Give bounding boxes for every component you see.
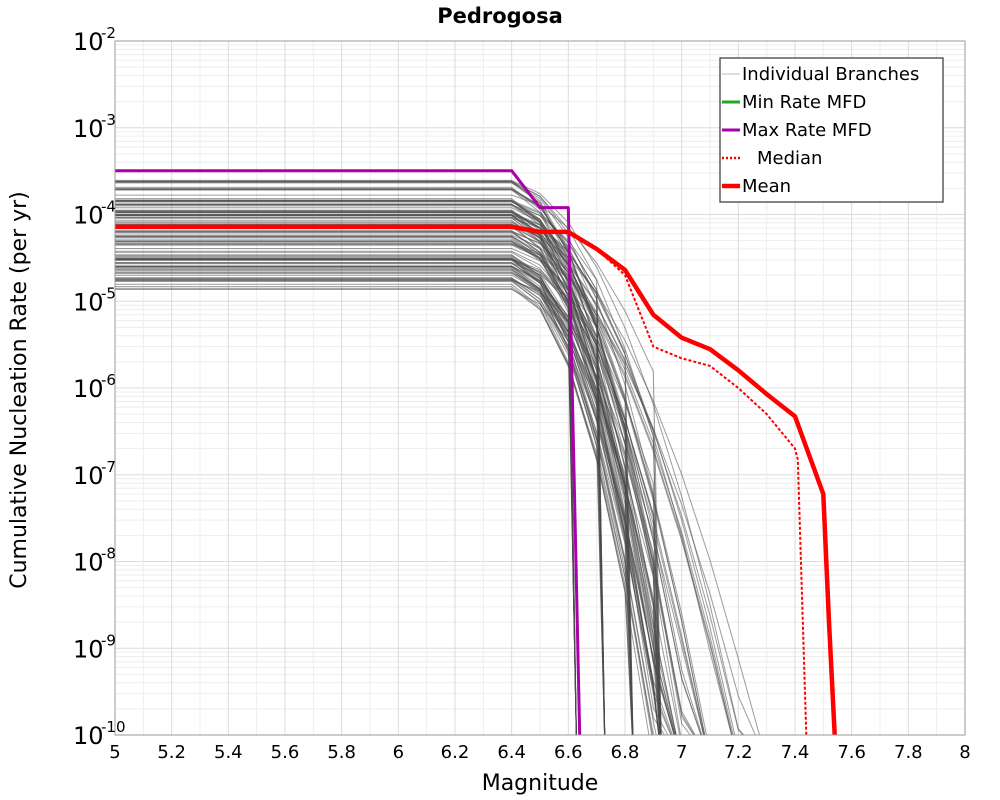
branch-line	[115, 189, 606, 735]
y-tick-exponent: -2	[101, 24, 116, 42]
legend-label: Mean	[742, 176, 791, 197]
x-axis-ticks: 5 5.2 5.4 5.6 5.8 6 6.2 6.4 6.6 6.8 7 7.2 7.4 7.6 7.8 8	[109, 742, 970, 763]
branch-line	[115, 234, 733, 735]
branch-line	[115, 179, 745, 735]
branch-line	[115, 231, 734, 735]
y-tick-label: 10-4	[73, 198, 116, 230]
y-tick-exponent: -8	[101, 545, 116, 563]
x-tick-label: 7.6	[837, 742, 866, 763]
branch-line	[115, 271, 653, 735]
branch-line	[115, 181, 682, 735]
branch-line	[115, 182, 662, 735]
y-tick-label: 10-6	[73, 371, 116, 403]
y-tick-base: 10	[73, 462, 104, 490]
legend-label: Individual Branches	[742, 64, 919, 85]
series-lines	[115, 169, 837, 735]
y-tick-exponent: -10	[101, 718, 126, 736]
branch-line	[115, 207, 577, 735]
y-tick-base: 10	[73, 28, 104, 56]
y-tick-base: 10	[73, 722, 104, 750]
y-tick-base: 10	[73, 288, 104, 316]
branch-line	[115, 280, 650, 735]
series-mean	[115, 224, 837, 735]
x-tick-label: 6	[393, 742, 404, 763]
x-tick-label: 5.6	[271, 742, 300, 763]
branch-line	[115, 287, 655, 735]
legend-label: Min Rate MFD	[742, 92, 866, 113]
y-tick-label: 10-8	[73, 545, 116, 577]
branch-line	[115, 186, 675, 735]
x-tick-label: 7.8	[894, 742, 923, 763]
branch-line	[115, 219, 676, 735]
y-tick-base: 10	[73, 202, 104, 230]
y-tick-label: 10-7	[73, 458, 116, 490]
x-tick-label: 7.4	[781, 742, 810, 763]
y-tick-label: 10-5	[73, 284, 116, 316]
y-tick-label: 10-2	[73, 24, 116, 56]
x-tick-label: 5.2	[157, 742, 186, 763]
y-axis-label: Cumulative Nucleation Rate (per yr)	[7, 191, 32, 589]
branch-line	[115, 205, 703, 735]
branch-line	[115, 258, 654, 735]
x-tick-label: 6.4	[497, 742, 526, 763]
y-tick-exponent: -3	[101, 111, 116, 129]
branch-line	[115, 198, 660, 735]
branch-line	[115, 289, 606, 735]
x-tick-label: 5.4	[214, 742, 243, 763]
legend-box	[719, 57, 944, 203]
x-tick-label: 5.8	[327, 742, 356, 763]
y-tick-base: 10	[73, 115, 104, 143]
y-tick-exponent: -5	[101, 284, 116, 302]
x-tick-label: 7	[676, 742, 687, 763]
branch-line	[115, 240, 577, 735]
legend-label: Max Rate MFD	[742, 120, 872, 141]
x-tick-label: 6.6	[554, 742, 583, 763]
y-tick-label: 10-9	[73, 631, 116, 663]
y-tick-exponent: -9	[101, 631, 116, 649]
x-axis-label: Magnitude	[482, 771, 599, 796]
y-tick-label: 10-3	[73, 111, 116, 143]
legend: Individual Branches Min Rate MFD Max Rate …	[719, 57, 944, 203]
x-tick-label: 8	[959, 742, 970, 763]
branch-line	[115, 212, 708, 735]
y-tick-base: 10	[73, 549, 104, 577]
y-axis-ticks: 10-210-310-410-510-610-710-810-910-10	[73, 24, 126, 750]
x-tick-label: 5	[109, 742, 120, 763]
branch-line	[115, 265, 662, 735]
x-tick-label: 6.8	[611, 742, 640, 763]
y-tick-exponent: -4	[101, 198, 116, 216]
series-max-rate-mfd	[115, 169, 582, 735]
branch-line	[115, 235, 661, 735]
branch-line	[115, 212, 736, 735]
legend-label: Median	[757, 148, 822, 169]
y-tick-base: 10	[73, 375, 104, 403]
y-tick-exponent: -7	[101, 458, 116, 476]
y-tick-base: 10	[73, 635, 104, 663]
x-tick-label: 6.2	[441, 742, 470, 763]
branch-line	[115, 209, 661, 735]
chart-title: Pedrogosa	[437, 4, 563, 28]
y-tick-label: 10-10	[73, 718, 126, 750]
branch-line	[115, 257, 660, 735]
individual-branches	[115, 179, 760, 735]
plot-frame	[114, 40, 966, 736]
y-tick-exponent: -6	[101, 371, 116, 389]
x-tick-label: 7.2	[724, 742, 753, 763]
